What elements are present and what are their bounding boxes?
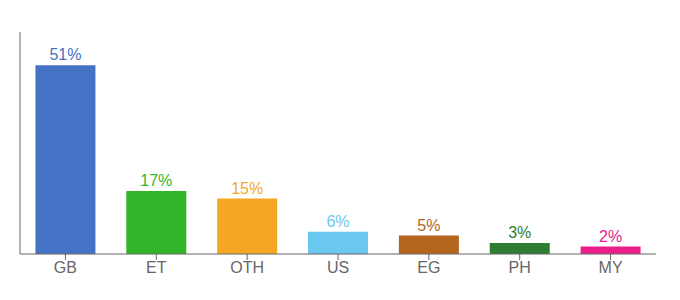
svg-text:MY: MY xyxy=(599,259,623,276)
svg-text:GB: GB xyxy=(54,259,77,276)
svg-text:OTH: OTH xyxy=(230,259,264,276)
svg-text:3%: 3% xyxy=(508,224,531,241)
svg-text:EG: EG xyxy=(417,259,440,276)
svg-text:17%: 17% xyxy=(140,172,172,189)
svg-text:15%: 15% xyxy=(231,180,263,197)
svg-text:6%: 6% xyxy=(326,213,349,230)
svg-text:5%: 5% xyxy=(417,217,440,234)
svg-text:PH: PH xyxy=(509,259,531,276)
svg-text:2%: 2% xyxy=(599,228,622,245)
svg-text:51%: 51% xyxy=(49,46,81,63)
svg-text:ET: ET xyxy=(146,259,167,276)
svg-text:US: US xyxy=(327,259,349,276)
